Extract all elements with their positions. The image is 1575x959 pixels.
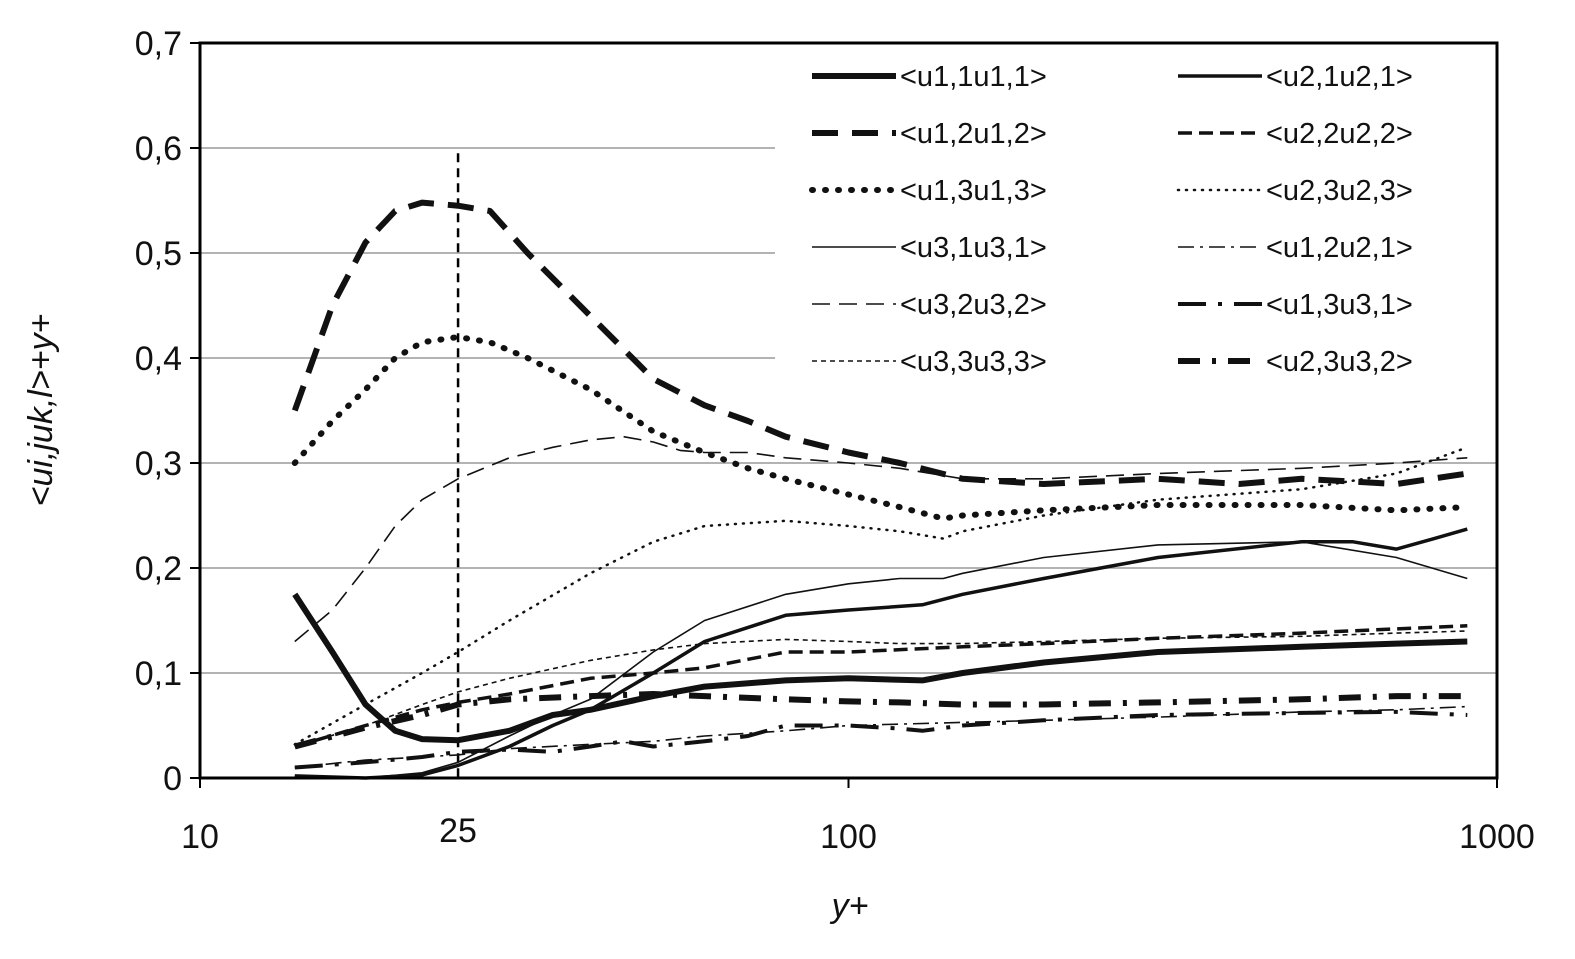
- legend: <u1,1u1,1> <u2,1u2,1> <u1,2u1,2> <u2,2u2,2>…: [809, 61, 1413, 378]
- series-line: [291, 334, 1471, 522]
- legend-label: <u1,3u1,3>: [900, 175, 1047, 207]
- series-layer: [291, 199, 1471, 780]
- legend-label: <u3,2u3,2>: [900, 289, 1047, 321]
- legend-label: <u2,3u3,2>: [1266, 346, 1413, 378]
- x-tick-label: 100: [820, 818, 877, 856]
- legend-label: <u3,1u3,1>: [900, 232, 1047, 264]
- y-tick-label: 0,7: [135, 25, 182, 63]
- x-tick-label: 1000: [1459, 818, 1535, 856]
- y-tick-label: 0,3: [135, 445, 182, 483]
- y-tick-label: 0,1: [135, 655, 182, 693]
- plot-frame: [198, 41, 1499, 780]
- series-line: [292, 592, 1468, 744]
- legend-label: <u2,2u2,2>: [1266, 118, 1413, 150]
- series-line: [294, 691, 1468, 750]
- grid-lines: [200, 147, 1497, 674]
- legend-label: <u1,2u2,1>: [1266, 232, 1413, 264]
- legend-label: <u2,3u2,3>: [1266, 175, 1413, 207]
- x-tick-label: 25: [439, 812, 477, 850]
- series-line: [294, 527, 1468, 780]
- y-tick-label: 0: [163, 760, 182, 798]
- legend-label: <u3,3u3,3>: [900, 346, 1047, 378]
- legend-label: <u1,1u1,1>: [900, 61, 1047, 93]
- y-tick-labels: 0 0,1 0,2 0,3 0,4 0,5 0,6 0,7: [135, 25, 200, 798]
- legend-label: <u2,1u2,1>: [1266, 61, 1413, 93]
- y-tick-label: 0,6: [135, 130, 182, 168]
- legend-label: <u1,2u1,2>: [900, 118, 1047, 150]
- legend-label: <u1,3u3,1>: [1266, 289, 1413, 321]
- series-line: [294, 624, 1468, 749]
- y-tick-label: 0,2: [135, 550, 182, 588]
- series-line: [294, 630, 1468, 748]
- series-line: [294, 705, 1468, 769]
- series-line: [294, 541, 1468, 779]
- series-line: [294, 435, 1468, 643]
- x-tick-label: 10: [181, 818, 219, 856]
- x-tick-labels: 10 25 100 1000: [181, 778, 1535, 856]
- series-line: [294, 709, 1468, 770]
- series-line: [291, 199, 1468, 487]
- y-axis-title: <ui,juk,l>+y+: [22, 314, 60, 507]
- y-tick-label: 0,4: [135, 340, 182, 378]
- y-tick-label: 0,5: [135, 235, 182, 273]
- x-axis-title: y+: [830, 887, 869, 925]
